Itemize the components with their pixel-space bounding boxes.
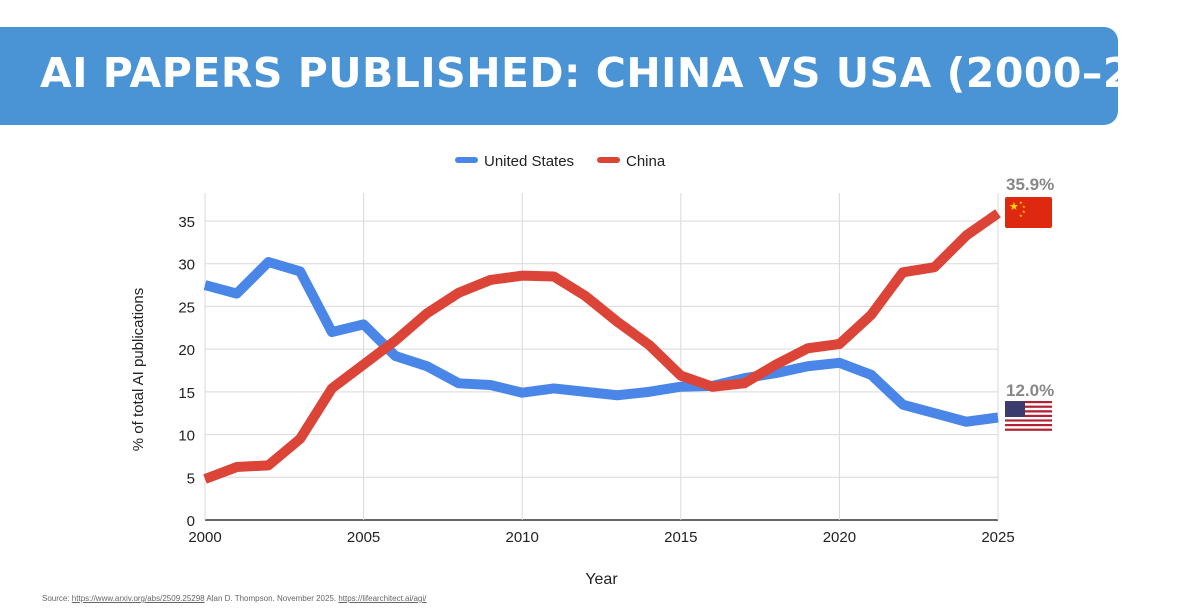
flag-stripe (1005, 410, 1052, 413)
source-prefix: Source: (42, 594, 72, 603)
usa-flag-icon (1005, 401, 1052, 434)
flag-canton (1005, 401, 1025, 417)
y-tick-label: 20 (178, 342, 195, 359)
grid (204, 193, 999, 521)
end-annotations: 35.9%★ ★★★★12.0% (1005, 175, 1054, 434)
slide-title: AI PAPERS PUBLISHED: CHINA VS USA (2000–… (40, 49, 1200, 97)
flag-stripe (1005, 412, 1052, 415)
source-note: Source: https://www.arxiv.org/abs/2509.2… (42, 594, 426, 603)
flag-stripe (1005, 403, 1052, 406)
end-label: 35.9% (1006, 175, 1054, 194)
y-axis-title: % of total AI publications (130, 288, 147, 451)
flag-stripe (1005, 401, 1052, 404)
flag-star: ★ (1009, 200, 1019, 213)
x-axis-title: Year (585, 571, 618, 588)
flag-stripe (1005, 417, 1052, 420)
series-lines (203, 209, 1001, 484)
flag-stripe (1005, 424, 1052, 427)
flag-stripe (1005, 405, 1052, 408)
flag-stripe (1005, 419, 1052, 422)
y-tick-label: 15 (178, 385, 195, 402)
flag-star: ★ (1022, 204, 1026, 209)
series-line-united-states (203, 257, 999, 427)
flag-stripe (1005, 414, 1052, 418)
flag-stripe (1005, 426, 1052, 429)
legend-label: United States (484, 153, 574, 170)
x-tick-label: 2000 (188, 529, 221, 546)
source-link-lifearchitect[interactable]: https://lifearchitect.ai/agi/ (338, 594, 427, 603)
end-label: 12.0% (1006, 381, 1054, 400)
flag-star: ★ (1019, 200, 1023, 205)
flag-stripe (1005, 407, 1052, 411)
legend: United States China (455, 153, 666, 170)
x-tick-label: 2025 (981, 529, 1014, 546)
flag-star: ★ (1019, 213, 1023, 218)
x-tick-label: 2015 (664, 529, 697, 546)
source-link-arxiv[interactable]: https://www.arxiv.org/abs/2509.25298 (71, 594, 205, 603)
title-banner: AI PAPERS PUBLISHED: CHINA VS USA (2000–… (0, 27, 1200, 125)
y-tick-label: 30 (178, 257, 195, 274)
flag-field (1005, 197, 1052, 228)
x-tick-label: 2005 (347, 529, 380, 546)
y-tick-label: 10 (178, 428, 195, 445)
flag-stripe (1005, 428, 1052, 431)
flag-stripe (1005, 421, 1052, 424)
x-tick-label: 2020 (823, 529, 856, 546)
flag-stripe (1005, 430, 1052, 434)
series-line-china (203, 209, 1001, 484)
y-tick-label: 5 (187, 470, 195, 487)
y-tick-label: 35 (178, 214, 195, 231)
y-tick-label: 0 (187, 513, 195, 530)
flag-star: ★ (1022, 209, 1026, 214)
y-tick-label: 25 (178, 299, 195, 316)
source-author: Alan D. Thompson. November 2025. (204, 594, 339, 603)
china-flag-icon: ★ ★★★★ (1005, 197, 1052, 228)
x-tick-label: 2010 (506, 529, 539, 546)
legend-label: China (626, 153, 666, 170)
